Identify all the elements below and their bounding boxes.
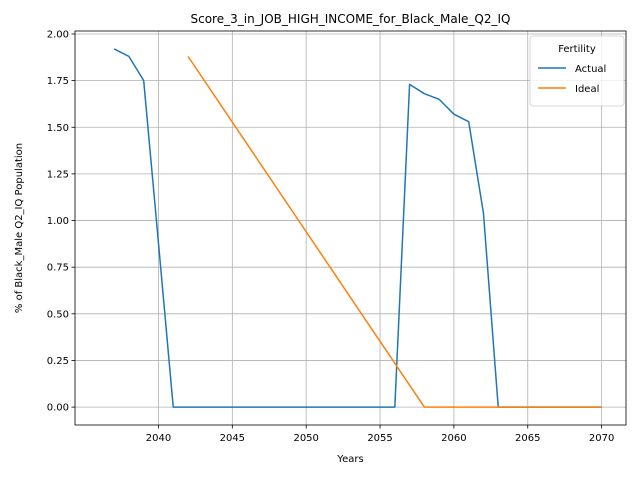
series-group (113, 48, 602, 408)
x-tick-label: 2060 (441, 433, 466, 444)
x-tick-label: 2050 (293, 433, 318, 444)
x-tick-label: 2070 (589, 433, 614, 444)
y-tick-label: 1.50 (47, 123, 69, 134)
plot-frame (74, 30, 627, 426)
chart-title: Score_3_in_JOB_HIGH_INCOME_for_Black_Mal… (190, 12, 510, 26)
legend-title: Fertility (558, 44, 596, 55)
x-tick-label: 2065 (515, 433, 540, 444)
x-tick-label: 2055 (367, 433, 392, 444)
grid (75, 31, 626, 425)
legend-label-ideal: Ideal (575, 84, 599, 95)
y-tick-label: 0.75 (47, 263, 69, 274)
y-tick-label: 1.00 (47, 216, 69, 227)
y-axis: 0.00 0.25 0.50 0.75 1.00 1.25 1.50 1.75 2.00 (47, 29, 75, 414)
x-axis-label: Years (336, 454, 363, 465)
y-tick-label: 1.25 (47, 169, 69, 180)
y-tick-label: 0.00 (47, 403, 69, 414)
series-line-ideal (187, 55, 602, 408)
y-axis-label: % of Black_Male Q2_IQ Population (14, 143, 25, 313)
legend: Fertility Actual Ideal (529, 35, 625, 107)
y-tick-label: 1.75 (47, 76, 69, 87)
legend-label-actual: Actual (575, 64, 606, 75)
x-axis: 2040 2045 2050 2055 2060 2065 2070 (146, 425, 614, 444)
y-tick-label: 0.25 (47, 356, 69, 367)
x-tick-label: 2040 (146, 433, 171, 444)
x-tick-label: 2045 (220, 433, 245, 444)
y-tick-label: 0.50 (47, 309, 69, 320)
y-tick-label: 2.00 (47, 29, 69, 40)
